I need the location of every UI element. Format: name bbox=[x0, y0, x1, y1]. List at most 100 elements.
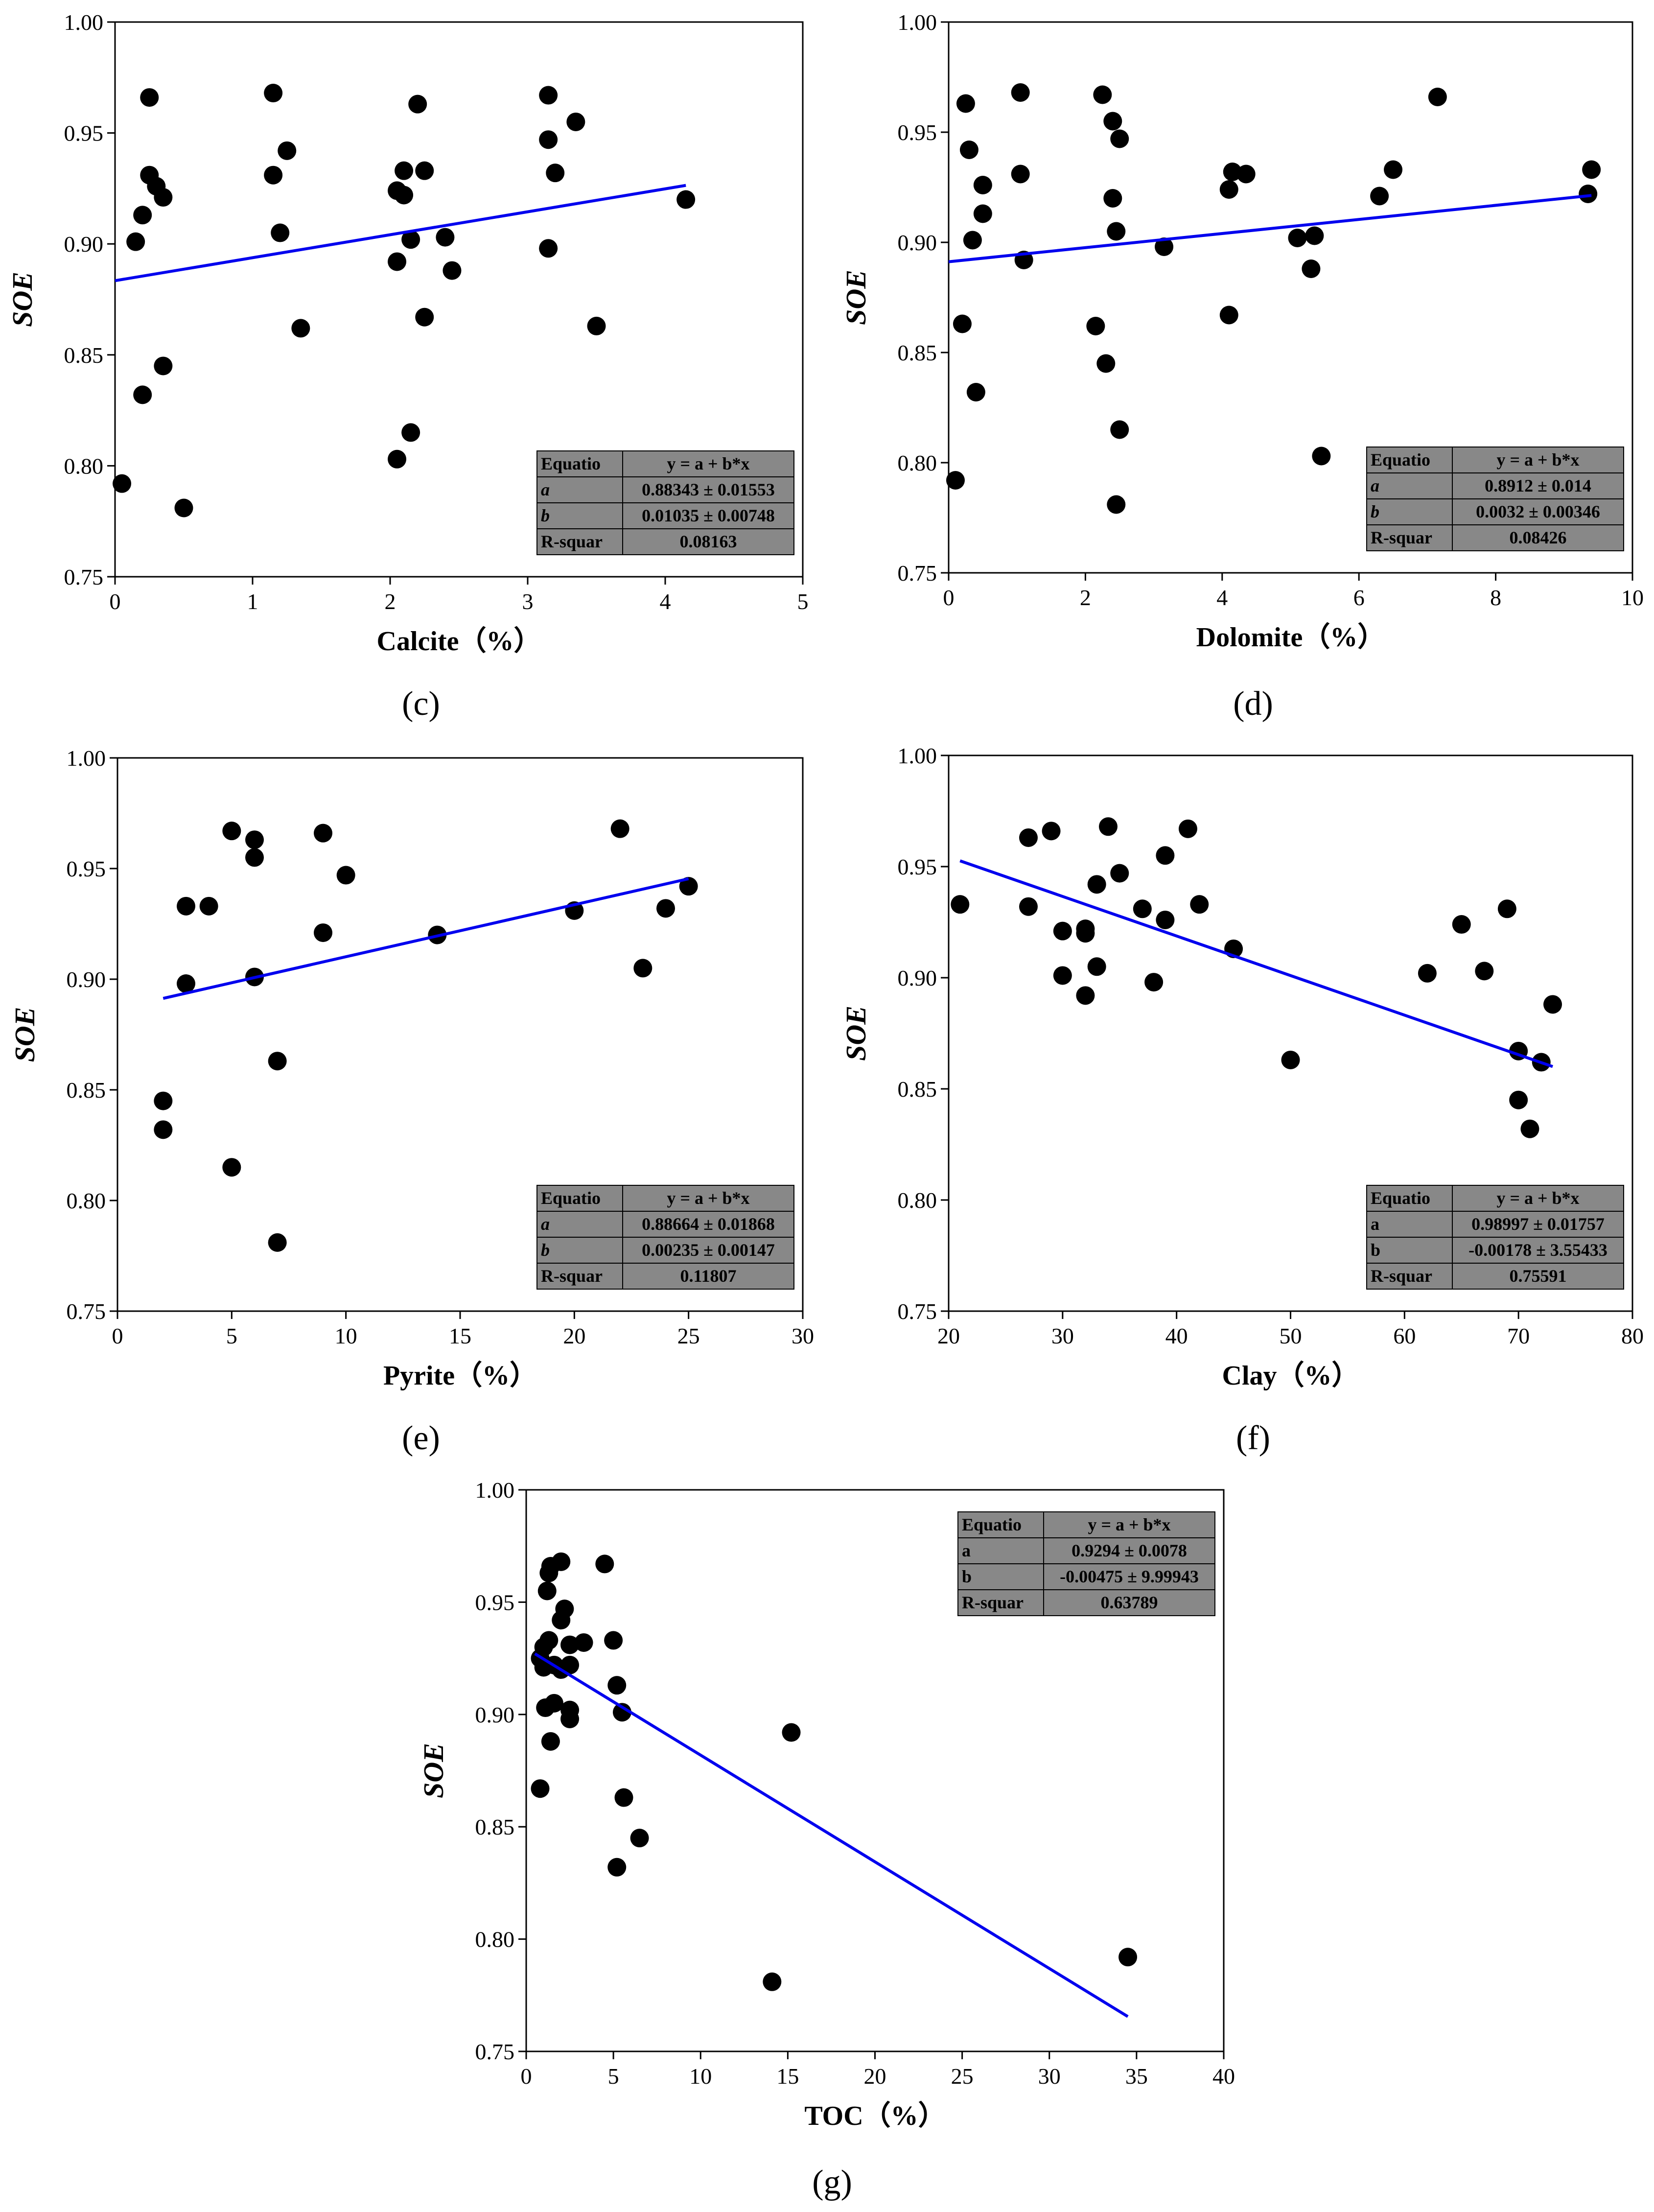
data-point bbox=[587, 316, 606, 335]
equation-param-name: R-squar bbox=[1371, 1266, 1432, 1286]
equation-param-value: 0.0032 ± 0.00346 bbox=[1476, 502, 1600, 521]
data-point bbox=[539, 130, 558, 149]
x-tick-label: 35 bbox=[1125, 2064, 1148, 2089]
data-point bbox=[1156, 846, 1175, 865]
data-point bbox=[656, 899, 675, 918]
data-point bbox=[610, 819, 629, 838]
data-point bbox=[388, 449, 407, 469]
data-point bbox=[560, 1709, 580, 1728]
y-tick-label: 0.90 bbox=[475, 1702, 515, 1727]
equation-param-value: 0.75591 bbox=[1510, 1266, 1567, 1286]
data-point bbox=[1579, 185, 1598, 203]
data-point bbox=[1019, 897, 1038, 916]
y-tick-label: 1.00 bbox=[67, 746, 106, 771]
equation-cell bbox=[622, 528, 794, 555]
data-point bbox=[612, 1703, 631, 1722]
equation-param-name: R-squar bbox=[541, 532, 603, 551]
data-point bbox=[676, 190, 696, 209]
equation-cell bbox=[536, 1211, 623, 1238]
plot-frame bbox=[948, 21, 1633, 574]
data-point bbox=[174, 498, 193, 518]
equation-cell bbox=[1043, 1511, 1215, 1538]
equation-param-name: R-squar bbox=[541, 1266, 603, 1286]
equation-param-value: 0.01035 ± 0.00748 bbox=[642, 506, 775, 525]
equation-cell bbox=[536, 502, 623, 529]
data-point bbox=[1219, 180, 1238, 199]
x-tick-label: 0 bbox=[112, 1323, 123, 1348]
data-point bbox=[113, 474, 132, 493]
x-axis-label: Clay（%） bbox=[1222, 1360, 1359, 1391]
fit-line bbox=[534, 1652, 1129, 2018]
data-point bbox=[1236, 165, 1256, 184]
equation-param-value: 0.8912 ± 0.014 bbox=[1485, 476, 1591, 495]
data-point bbox=[541, 1732, 560, 1751]
data-point bbox=[1011, 165, 1030, 184]
data-point bbox=[1110, 864, 1129, 883]
equation-param-value: 0.98997 ± 0.01757 bbox=[1471, 1214, 1605, 1234]
data-point bbox=[264, 165, 283, 185]
equation-cell bbox=[1043, 1563, 1215, 1590]
y-tick-label: 0.85 bbox=[64, 343, 104, 368]
data-point bbox=[966, 383, 985, 401]
data-point bbox=[1118, 1948, 1138, 1967]
data-point bbox=[973, 176, 992, 194]
data-point bbox=[1312, 447, 1331, 466]
data-point bbox=[1305, 226, 1324, 245]
y-tick-label: 0.95 bbox=[64, 121, 104, 146]
x-tick-label: 30 bbox=[792, 1323, 814, 1348]
y-tick-label: 0.75 bbox=[475, 2039, 515, 2064]
data-point bbox=[1452, 915, 1471, 934]
data-point bbox=[1087, 957, 1106, 976]
equation-cell bbox=[1452, 1237, 1624, 1264]
data-point bbox=[1076, 986, 1095, 1005]
data-point bbox=[1520, 1119, 1539, 1138]
fit-line bbox=[948, 194, 1592, 263]
equation-cell bbox=[622, 1237, 794, 1264]
data-point bbox=[1223, 163, 1242, 181]
equation-param-name: a bbox=[1371, 476, 1379, 495]
data-point bbox=[679, 877, 698, 896]
y-tick-label: 0.85 bbox=[898, 1077, 937, 1102]
equation-param-value: 0.88343 ± 0.01553 bbox=[642, 480, 775, 499]
data-point bbox=[314, 923, 332, 942]
data-point bbox=[1086, 317, 1105, 335]
equation-param-value: 0.00235 ± 0.00147 bbox=[642, 1240, 775, 1260]
y-tick-label: 0.85 bbox=[67, 1078, 106, 1103]
data-point bbox=[560, 1655, 580, 1674]
data-point bbox=[963, 231, 982, 250]
data-point bbox=[566, 112, 585, 131]
data-point bbox=[177, 974, 195, 993]
data-point bbox=[395, 186, 414, 205]
equation-cell bbox=[1366, 1263, 1453, 1290]
equation-param-value: y = a + b*x bbox=[667, 1188, 749, 1208]
equation-table: Equatio y = a + b*x a 0.9294 ± 0.0078 b -0.00… bbox=[957, 1511, 1215, 1616]
data-point bbox=[607, 1858, 627, 1877]
data-point bbox=[154, 356, 173, 376]
data-point bbox=[1053, 966, 1072, 985]
x-tick-label: 20 bbox=[864, 2064, 886, 2089]
data-point bbox=[1302, 259, 1321, 278]
equation-cell bbox=[536, 1185, 623, 1212]
data-point bbox=[199, 896, 218, 916]
data-point bbox=[1096, 354, 1116, 373]
plot-frame bbox=[114, 21, 804, 578]
data-point bbox=[1497, 899, 1516, 918]
data-point bbox=[595, 1554, 614, 1574]
data-point bbox=[1110, 129, 1129, 148]
x-tick-label: 2 bbox=[1080, 585, 1091, 610]
equation-cell bbox=[1452, 472, 1624, 499]
y-axis-label: SOE bbox=[9, 1007, 41, 1062]
equation-param-name: b bbox=[541, 506, 550, 525]
data-point bbox=[973, 204, 992, 223]
y-tick-label: 0.80 bbox=[67, 1188, 106, 1213]
equation-param-value: 0.88664 ± 0.01868 bbox=[642, 1214, 775, 1234]
panel-c: 0 1 2 3 4 5 0.75 0.80 0.85 0.90 0.95 1.00 Calcite（%）… bbox=[6, 10, 809, 723]
equation-cell bbox=[1452, 1211, 1624, 1238]
y-tick-label: 0.95 bbox=[898, 854, 937, 879]
equation-param-name: Equatio bbox=[962, 1515, 1022, 1534]
equation-cell bbox=[622, 1263, 794, 1290]
data-point bbox=[1543, 995, 1562, 1014]
data-point bbox=[1133, 899, 1152, 918]
x-tick-label: 3 bbox=[522, 589, 534, 614]
